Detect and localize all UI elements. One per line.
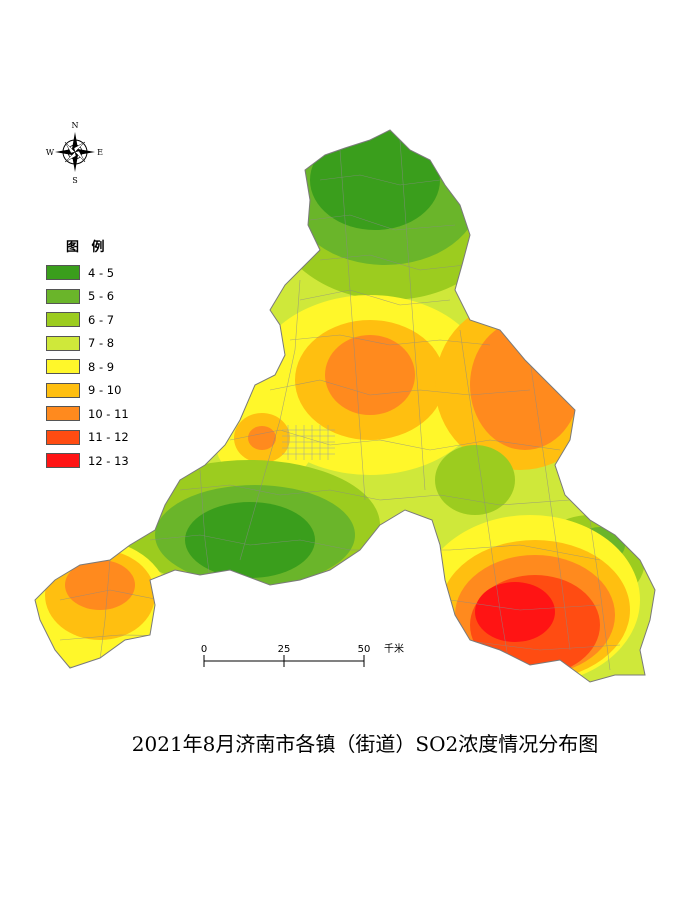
legend-swatch <box>46 288 80 304</box>
compass-n-label: N <box>72 121 79 130</box>
legend-label: 8 - 9 <box>88 359 115 374</box>
legend-item: 5 - 6 <box>46 285 129 309</box>
legend-item: 8 - 9 <box>46 355 129 379</box>
legend-items: 4 - 5 5 - 6 6 - 7 7 - 8 8 - 9 9 - 10 10 - 11 11… <box>46 261 129 473</box>
legend-label: 9 - 10 <box>88 383 122 398</box>
legend-swatch <box>46 359 80 375</box>
scale-tick-25: 25 <box>278 644 291 655</box>
legend: 图 例 4 - 5 5 - 6 6 - 7 7 - 8 8 - 9 9 - 10 10 - … <box>46 236 129 473</box>
legend-swatch <box>46 453 80 469</box>
township-boundaries <box>59 139 621 671</box>
legend-swatch <box>46 265 80 281</box>
scale-unit: 千米 <box>384 642 404 655</box>
zone-10-11-west <box>248 426 276 450</box>
city-core <box>282 425 335 460</box>
legend-label: 5 - 6 <box>88 289 115 304</box>
legend-title: 图 例 <box>66 240 109 255</box>
compass-s-label: S <box>72 176 77 185</box>
legend-swatch <box>46 382 80 398</box>
legend-label: 6 - 7 <box>88 312 115 327</box>
zone-4-5-north <box>310 130 440 230</box>
compass-e-label: E <box>97 148 103 157</box>
compass-rose-icon: N S E W <box>46 121 103 185</box>
zone-10-11-far-west <box>65 560 135 610</box>
legend-label: 7 - 8 <box>88 336 115 351</box>
legend-swatch <box>46 406 80 422</box>
legend-label: 10 - 11 <box>88 406 129 421</box>
legend-item: 11 - 12 <box>46 426 129 450</box>
legend-item: 7 - 8 <box>46 332 129 356</box>
scale-tick-0: 0 <box>201 644 207 655</box>
legend-item: 4 - 5 <box>46 261 129 285</box>
zone-4-5-southwest <box>185 502 315 578</box>
zone-12-13-south <box>475 582 555 642</box>
scale-tick-50: 50 <box>358 644 371 655</box>
legend-label: 11 - 12 <box>88 430 129 445</box>
zone-10-11-center <box>325 335 415 415</box>
legend-item: 12 - 13 <box>46 449 129 473</box>
legend-label: 4 - 5 <box>88 265 115 280</box>
legend-item: 10 - 11 <box>46 402 129 426</box>
page-title: 2021年8月济南市各镇（街道）SO2浓度情况分布图 <box>131 732 599 756</box>
legend-swatch <box>46 429 80 445</box>
legend-swatch <box>46 312 80 328</box>
legend-label: 12 - 13 <box>88 453 129 468</box>
legend-item: 9 - 10 <box>46 379 129 403</box>
region-outline <box>34 129 656 683</box>
compass-w-label: W <box>46 148 55 157</box>
zone-10-11-east <box>470 320 580 450</box>
legend-item: 6 - 7 <box>46 308 129 332</box>
legend-swatch <box>46 335 80 351</box>
scale-bar: 0 25 50 千米 <box>201 642 404 667</box>
